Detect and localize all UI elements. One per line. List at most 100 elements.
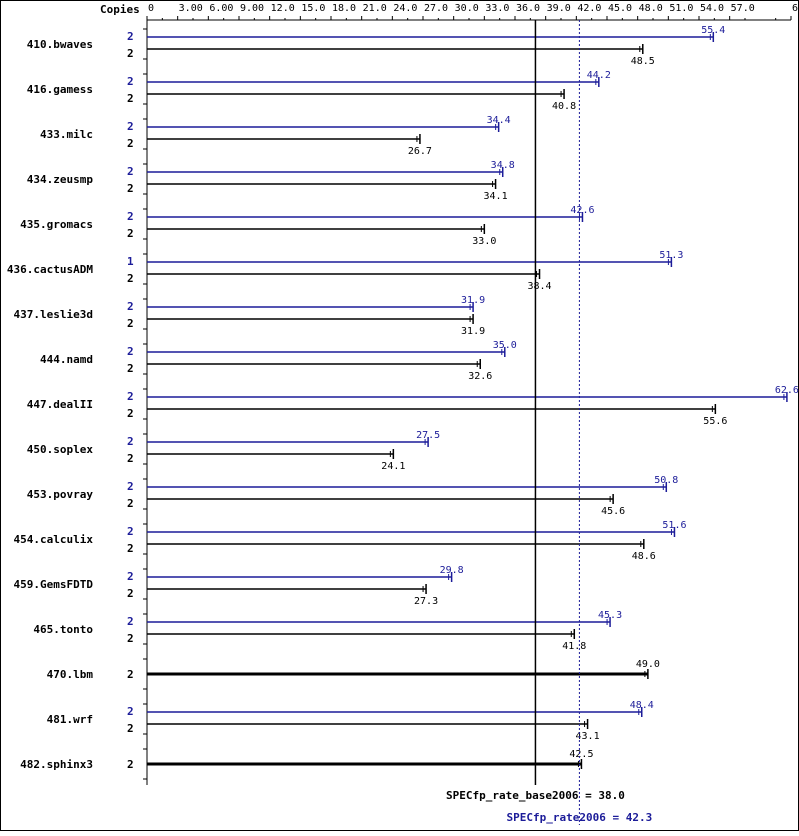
- benchmark-label: 434.zeusmp: [27, 173, 94, 186]
- benchmark-label: 459.GemsFDTD: [14, 578, 94, 591]
- base-value-label: 32.6: [468, 371, 492, 382]
- x-tick-label: 48.0: [639, 3, 663, 14]
- benchmark-label: 416.gamess: [27, 83, 93, 96]
- base-copies: 2: [127, 632, 134, 645]
- base-summary-label: SPECfp_rate_base2006 = 38.0: [446, 789, 625, 802]
- x-tick-label: 33.0: [485, 3, 509, 14]
- peak-copies: 2: [127, 210, 134, 223]
- base-copies: 2: [127, 317, 134, 330]
- peak-copies: 2: [127, 615, 134, 628]
- benchmark-label: 437.leslie3d: [14, 308, 93, 321]
- benchmark-label: 470.lbm: [47, 668, 94, 681]
- x-tick-label: 9.00: [240, 3, 264, 14]
- base-value-label: 26.7: [408, 146, 432, 157]
- x-tick-label: 63.0: [792, 3, 799, 14]
- benchmark-label: 454.calculix: [14, 533, 94, 546]
- x-tick-label: 6.00: [209, 3, 233, 14]
- benchmark-label: 465.tonto: [33, 623, 93, 636]
- peak-value-label: 48.4: [630, 700, 654, 711]
- x-tick-label: 21.0: [363, 3, 387, 14]
- benchmark-label: 447.dealII: [27, 398, 93, 411]
- peak-value-label: 27.5: [416, 430, 440, 441]
- base-value-label: 40.8: [552, 101, 576, 112]
- benchmark-label: 444.namd: [40, 353, 93, 366]
- base-copies: 2: [127, 182, 134, 195]
- peak-copies: 2: [127, 345, 134, 358]
- base-copies: 2: [127, 47, 134, 60]
- base-value-label: 33.0: [472, 236, 496, 247]
- base-copies: 2: [127, 452, 134, 465]
- benchmark-label: 453.povray: [27, 488, 94, 501]
- base-value-label: 31.9: [461, 326, 485, 337]
- base-copies: 2: [127, 272, 134, 285]
- base-value-label: 48.6: [632, 551, 656, 562]
- peak-value-label: 31.9: [461, 295, 485, 306]
- x-tick-label: 51.0: [669, 3, 693, 14]
- benchmark-label: 481.wrf: [47, 713, 93, 726]
- peak-value-label: 51.3: [659, 250, 683, 261]
- base-value-label: 27.3: [414, 596, 438, 607]
- copies-header: Copies: [100, 3, 140, 16]
- peak-copies: 2: [127, 300, 134, 313]
- base-value-label: 49.0: [636, 659, 660, 670]
- base-copies: 2: [127, 407, 134, 420]
- base-copies: 2: [127, 92, 134, 105]
- base-copies: 2: [127, 137, 134, 150]
- peak-copies: 2: [127, 30, 134, 43]
- x-tick-label: 15.0: [301, 3, 325, 14]
- benchmark-label: 433.milc: [40, 128, 93, 141]
- benchmark-label: 450.soplex: [27, 443, 94, 456]
- peak-copies: 1: [127, 255, 134, 268]
- peak-copies: 2: [127, 165, 134, 178]
- x-tick-label: 36.0: [516, 3, 540, 14]
- peak-value-label: 29.8: [440, 565, 464, 576]
- x-tick-label: 30.0: [455, 3, 479, 14]
- peak-value-label: 35.0: [493, 340, 517, 351]
- base-copies: 2: [127, 587, 134, 600]
- base-value-label: 48.5: [631, 56, 655, 67]
- x-tick-label: 0: [148, 3, 154, 14]
- base-copies: 2: [127, 362, 134, 375]
- base-value-label: 45.6: [601, 506, 625, 517]
- peak-copies: 2: [127, 705, 134, 718]
- peak-copies: 2: [127, 480, 134, 493]
- base-value-label: 24.1: [381, 461, 405, 472]
- peak-copies: 2: [127, 390, 134, 403]
- benchmark-label: 482.sphinx3: [20, 758, 93, 771]
- base-copies: 2: [127, 497, 134, 510]
- peak-copies: 2: [127, 75, 134, 88]
- peak-copies: 2: [127, 120, 134, 133]
- x-tick-label: 12.0: [271, 3, 295, 14]
- peak-value-label: 62.6: [775, 385, 799, 396]
- x-tick-label: 45.0: [608, 3, 632, 14]
- peak-value-label: 45.3: [598, 610, 622, 621]
- peak-value-label: 34.8: [491, 160, 515, 171]
- x-tick-label: 57.0: [731, 3, 755, 14]
- base-copies: 2: [127, 758, 134, 771]
- x-tick-label: 18.0: [332, 3, 356, 14]
- base-value-label: 55.6: [703, 416, 727, 427]
- x-tick-label: 24.0: [393, 3, 417, 14]
- base-value-label: 41.8: [562, 641, 586, 652]
- benchmark-label: 436.cactusADM: [7, 263, 93, 276]
- x-tick-label: 39.0: [547, 3, 571, 14]
- base-copies: 2: [127, 227, 134, 240]
- base-value-label: 42.5: [569, 749, 593, 760]
- x-tick-label: 3.00: [179, 3, 203, 14]
- peak-value-label: 51.6: [662, 520, 686, 531]
- peak-copies: 2: [127, 570, 134, 583]
- base-copies: 2: [127, 668, 134, 681]
- peak-copies: 2: [127, 435, 134, 448]
- base-copies: 2: [127, 722, 134, 735]
- base-value-label: 34.1: [484, 191, 508, 202]
- peak-value-label: 34.4: [487, 115, 511, 126]
- peak-value-label: 42.6: [570, 205, 594, 216]
- base-copies: 2: [127, 542, 134, 555]
- benchmark-label: 435.gromacs: [20, 218, 93, 231]
- benchmark-label: 410.bwaves: [27, 38, 93, 51]
- peak-value-label: 55.4: [701, 25, 725, 36]
- x-tick-label: 54.0: [700, 3, 724, 14]
